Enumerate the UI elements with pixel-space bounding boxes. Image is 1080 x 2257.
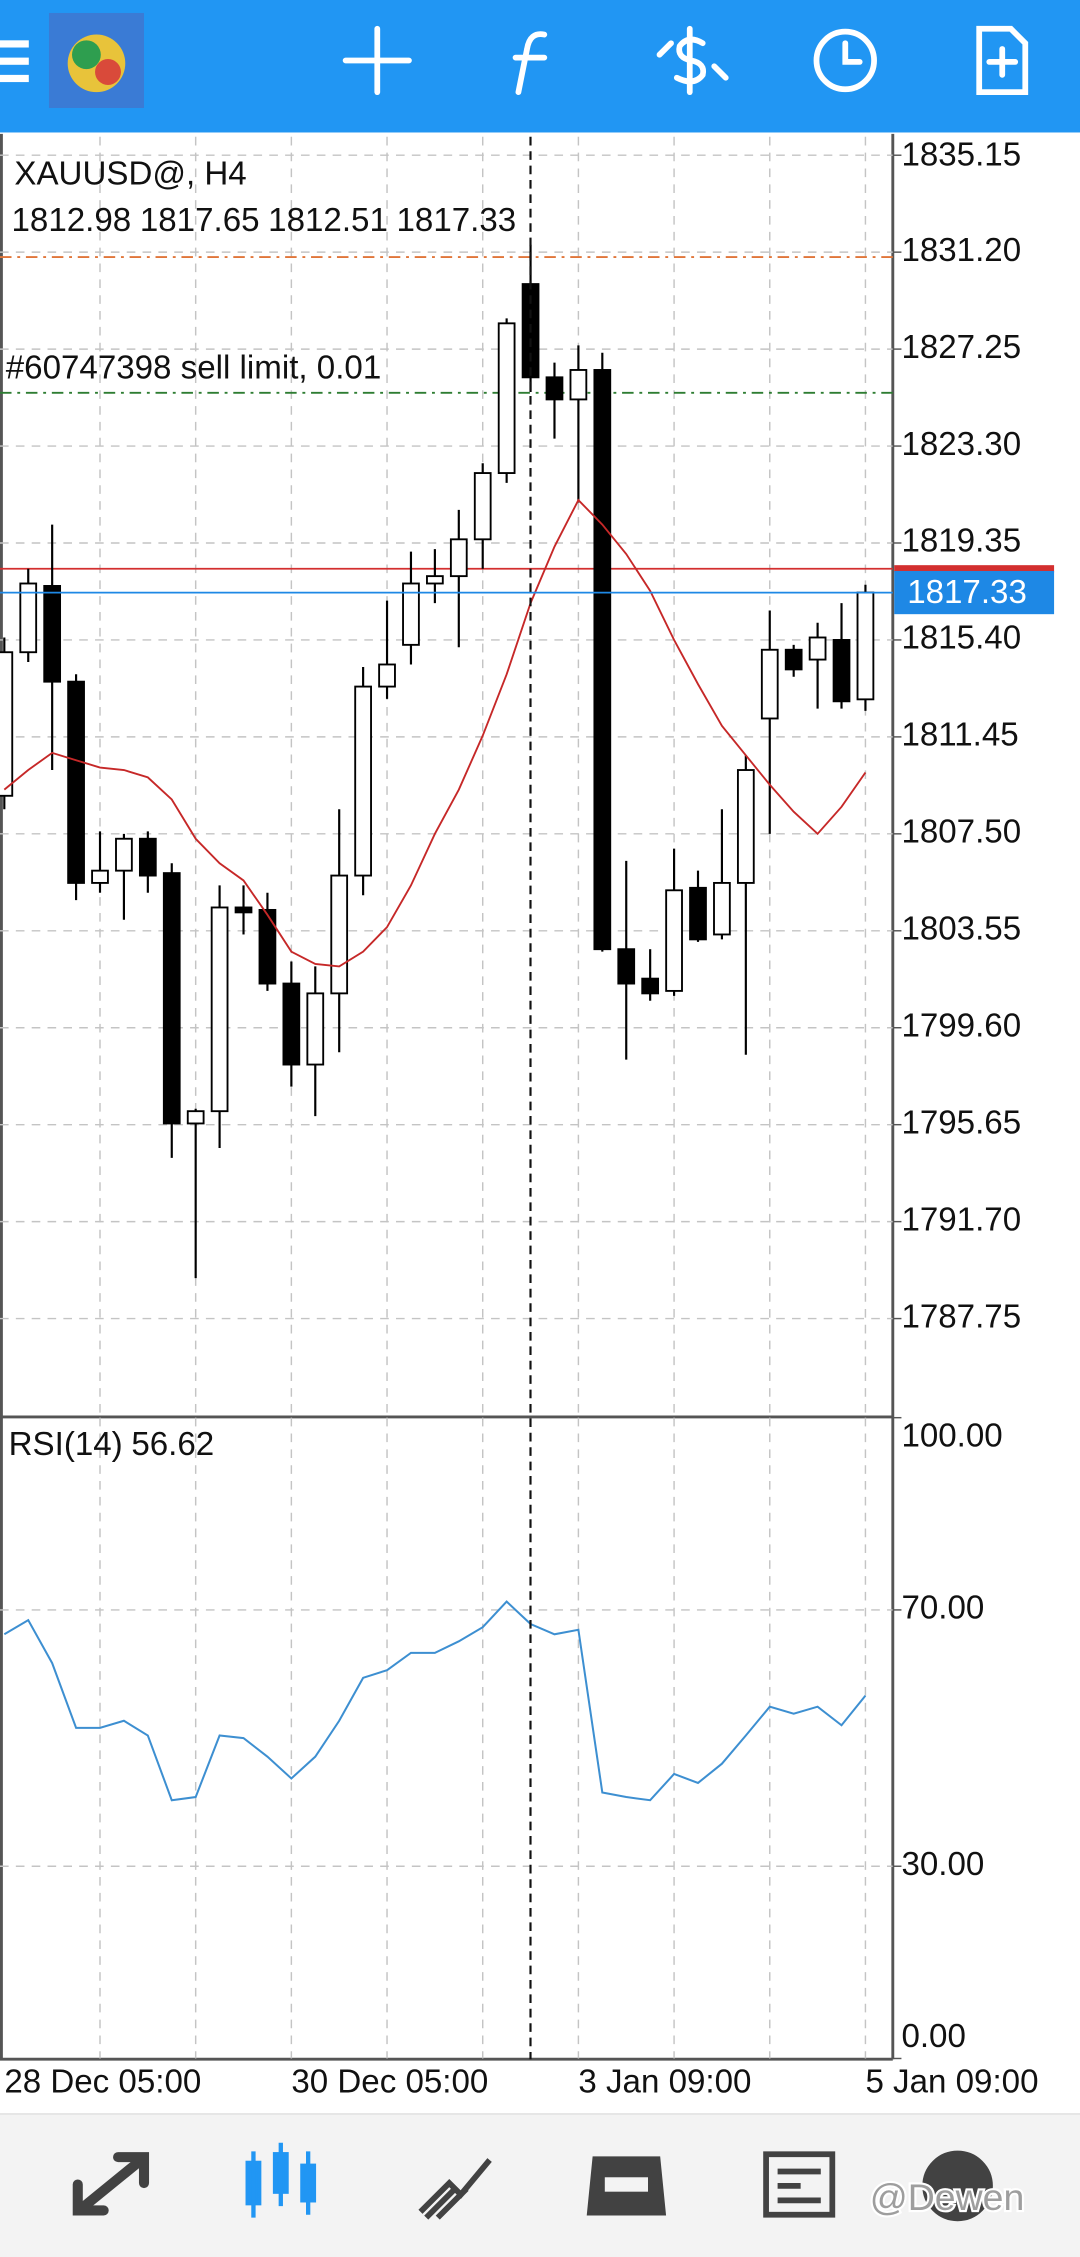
rsi-value: 56.62 <box>131 1426 214 1463</box>
candle-body <box>736 769 755 884</box>
candle-body <box>91 869 109 884</box>
high-value: 1817.65 <box>140 202 260 239</box>
y-tick-label: 1827.25 <box>901 329 1021 366</box>
menu-button[interactable] <box>0 40 29 83</box>
y-tick-label: 1799.60 <box>901 1007 1021 1044</box>
y-tick-label: 1803.55 <box>901 911 1021 948</box>
y-tick-label: 1815.40 <box>901 620 1021 657</box>
candle-body <box>19 582 38 654</box>
y-tick-label: 1819.35 <box>901 523 1021 560</box>
candle-body <box>713 881 731 936</box>
candle-body <box>67 680 85 884</box>
crosshair-tool[interactable] <box>342 25 412 96</box>
moving-average <box>3 498 867 968</box>
y-tick-label: 0.00 <box>901 2018 965 2055</box>
candle-body <box>402 582 420 646</box>
timeframe-tool[interactable] <box>813 28 877 93</box>
nav-chat[interactable] <box>922 2150 993 2222</box>
rsi-title: RSI(14) 56.62 <box>9 1426 215 1463</box>
ohlc-readout: 1812.98 1817.65 1812.51 1817.33 <box>12 202 517 239</box>
candle-body <box>210 906 229 1113</box>
candle-body <box>641 977 660 995</box>
candle-body <box>115 837 133 872</box>
nav-quotes[interactable] <box>72 2152 150 2216</box>
candle-body <box>760 648 779 720</box>
plot-layer: #60747398 sell limit, 0.01 <box>0 244 893 1802</box>
candle-body <box>856 591 875 701</box>
y-tick-label: 100.00 <box>901 1418 1002 1455</box>
order-label: #60747398 sell limit, 0.01 <box>6 350 382 387</box>
y-tick-label: 1811.45 <box>901 717 1018 754</box>
candle-body <box>306 992 325 1066</box>
low-value: 1812.51 <box>268 202 388 239</box>
candle-body <box>426 575 444 585</box>
candle-body <box>43 585 62 683</box>
x-tick-label: 30 Dec 05:00 <box>291 2063 488 2100</box>
candle-body <box>617 948 636 985</box>
candle-body <box>0 651 14 797</box>
nav-history[interactable] <box>586 2156 667 2216</box>
y-tick-label: 1791.70 <box>901 1201 1021 1238</box>
candle-body <box>808 636 827 661</box>
y-tick-label: 30.00 <box>901 1846 984 1883</box>
y-tick-label: 1823.30 <box>901 426 1021 463</box>
nav-trade[interactable] <box>418 2158 492 2220</box>
grid-layer <box>0 136 893 2059</box>
app-logo[interactable] <box>48 12 144 109</box>
new-order-tool[interactable] <box>976 25 1029 96</box>
candle-body <box>282 982 301 1066</box>
x-tick-label: 5 Jan 09:00 <box>865 2063 1038 2100</box>
price-tag-label: 1817.33 <box>907 574 1027 611</box>
symbol-title: XAUUSD@, H4 <box>14 155 246 192</box>
candle-body <box>545 376 564 401</box>
chart-frame <box>0 133 895 2061</box>
candle-body <box>449 538 468 578</box>
rsi-name: RSI(14) <box>9 1426 123 1463</box>
trade-tool[interactable] <box>656 25 729 96</box>
candle-body <box>258 908 277 985</box>
candle-body <box>569 369 588 401</box>
candle-body <box>138 837 157 877</box>
candle-body <box>354 685 372 877</box>
indicators-tool[interactable] <box>512 31 548 96</box>
candle-body <box>832 639 851 703</box>
rsi-line <box>3 1600 867 1802</box>
candle-body <box>689 886 707 941</box>
close-value: 1817.33 <box>397 202 517 239</box>
candle-body <box>497 322 516 474</box>
y-tick-label: 1835.15 <box>901 137 1021 174</box>
y-tick-label: 1831.20 <box>901 232 1021 269</box>
y-tick-label: 1795.65 <box>901 1104 1021 1141</box>
candle-body <box>665 889 683 992</box>
nav-chart[interactable] <box>245 2142 317 2218</box>
candle-body <box>593 369 612 951</box>
y-tick-label: 1787.75 <box>901 1298 1021 1335</box>
y-tick-label: 70.00 <box>901 1590 984 1627</box>
x-tick-label: 28 Dec 05:00 <box>4 2063 201 2100</box>
candle-body <box>186 1110 205 1125</box>
open-value: 1812.98 <box>12 202 132 239</box>
candle-body <box>330 874 349 995</box>
price-tag <box>894 570 1055 615</box>
nav-news[interactable] <box>763 2151 836 2218</box>
candle-body <box>162 872 181 1125</box>
candle-body <box>234 906 253 914</box>
toolbar <box>0 0 1080 133</box>
y-tick-label: 1807.50 <box>901 814 1021 851</box>
candle-body <box>473 472 492 541</box>
candle-body <box>784 648 803 671</box>
bottom-nav <box>0 2113 1080 2257</box>
watermark: @Dewen <box>870 2176 1025 2218</box>
candle-body <box>378 663 396 688</box>
ask-tag <box>894 565 1055 573</box>
x-tick-label: 3 Jan 09:00 <box>578 2063 751 2100</box>
